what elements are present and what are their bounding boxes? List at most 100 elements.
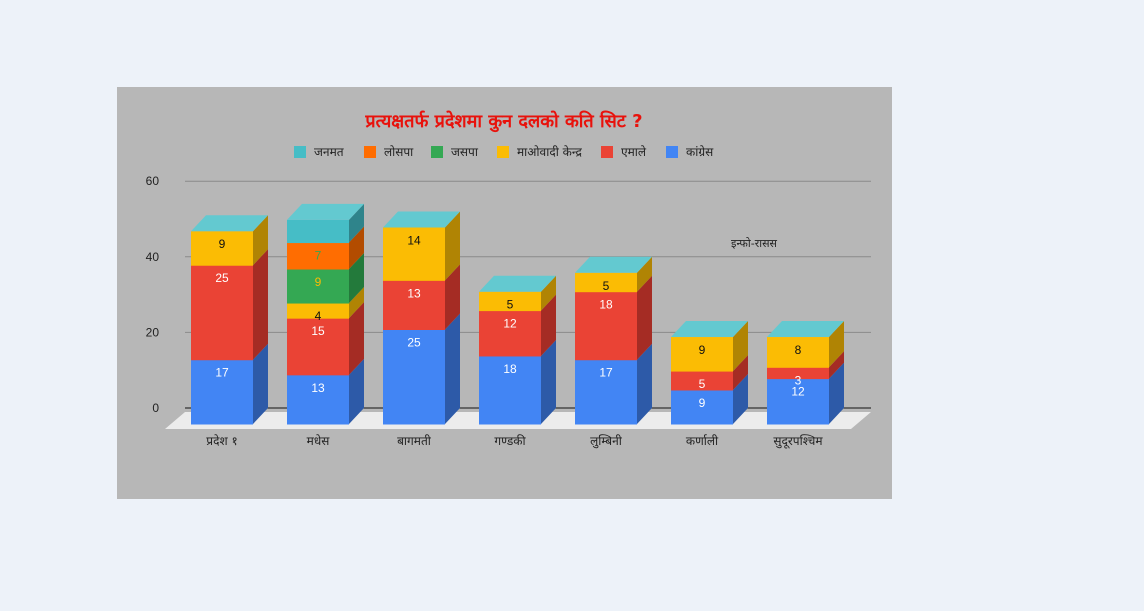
bar-segment-side: [445, 313, 460, 424]
bar-segment[interactable]: [287, 374, 349, 425]
bar-segment[interactable]: [575, 359, 637, 425]
bar-segment[interactable]: [287, 318, 349, 376]
bar-segment[interactable]: [479, 310, 541, 357]
bar-segment-side: [829, 351, 844, 379]
bar-segment-side: [637, 275, 652, 360]
data-label: 4: [315, 309, 322, 323]
data-label: 12: [503, 317, 517, 331]
data-label: 5: [507, 298, 514, 312]
bar-segment-side: [253, 215, 268, 266]
bar-segment[interactable]: [383, 329, 445, 425]
legend-swatch: [364, 146, 376, 158]
x-axis-label: प्रदेश १: [206, 434, 237, 448]
bar-segment[interactable]: [191, 359, 253, 425]
legend-label: एमाले: [621, 145, 647, 159]
bar-segment[interactable]: [575, 291, 637, 361]
bar-segment[interactable]: [287, 269, 349, 304]
bar-stack[interactable]: 123 8: [767, 321, 844, 425]
data-label: 25: [407, 336, 421, 350]
legend-item[interactable]: कांग्रेस: [666, 145, 714, 159]
bar-segment-side: [733, 321, 748, 372]
data-label: 7: [315, 249, 322, 263]
data-label: 13: [311, 381, 325, 395]
bar-segment[interactable]: [191, 231, 253, 266]
legend-item[interactable]: एमाले: [601, 145, 647, 159]
data-label: 17: [599, 366, 613, 380]
bar-segment-side: [253, 249, 268, 360]
bar-segment[interactable]: [767, 378, 829, 425]
bar-segment-side: [349, 203, 364, 243]
legend-item[interactable]: लोसपा: [364, 145, 414, 159]
y-tick-label: 0: [152, 401, 159, 415]
legend-label: जनमत: [314, 145, 345, 159]
bar-segment[interactable]: [575, 272, 637, 293]
data-label: 13: [407, 286, 421, 300]
bar-segment-side: [541, 294, 556, 356]
bar-segment-side: [349, 226, 364, 270]
legend-label: माओवादी केन्द्र: [517, 145, 583, 159]
legend-item[interactable]: जसपा: [431, 145, 479, 159]
bar-stack[interactable]: 17 18 5: [575, 256, 652, 425]
data-label: 17: [215, 366, 229, 380]
bar-segment-side: [637, 343, 652, 424]
bar-segment-side: [541, 339, 556, 424]
legend-label: लोसपा: [384, 145, 414, 159]
legend-item[interactable]: माओवादी केन्द्र: [497, 145, 583, 159]
bar-segment[interactable]: [767, 367, 829, 380]
data-label: 8: [795, 343, 802, 357]
x-axis-label: गण्डकी: [494, 434, 526, 448]
bar-segment-side: [733, 373, 748, 424]
bar-segment[interactable]: [287, 303, 349, 319]
bar-stack[interactable]: 13 154 9 7: [287, 203, 364, 425]
bar-stack[interactable]: 25 13 14: [383, 211, 460, 425]
bar-segment[interactable]: [479, 291, 541, 312]
data-label: 9: [699, 396, 706, 410]
data-label: 14: [407, 233, 421, 247]
x-axis-label: बागमती: [397, 434, 432, 448]
source-annotation: इन्फो-रासस: [731, 237, 777, 250]
legend-label: कांग्रेस: [686, 145, 714, 159]
bar-segment-side: [349, 302, 364, 375]
data-label: 18: [503, 362, 517, 376]
legend-swatch: [666, 146, 678, 158]
y-tick-label: 60: [146, 174, 160, 188]
bar-segment[interactable]: [671, 337, 733, 372]
bar-stack[interactable]: 9 5 9: [671, 321, 748, 425]
bar-segment[interactable]: [767, 337, 829, 368]
bar-top-face: [383, 211, 460, 228]
bar-segment-side: [445, 211, 460, 281]
x-axis-labels: प्रदेश १ मधेस बागमती गण्डकी लुम्बिनी कर्णाली स…: [206, 434, 823, 449]
bar-stack[interactable]: 18 12 5: [479, 275, 556, 425]
bar-segment[interactable]: [191, 265, 253, 361]
bar-segment[interactable]: [383, 280, 445, 330]
stacked-bar-chart: प्रत्यक्षतर्फ प्रदेशमा कुन दलको कति सिट …: [146, 110, 871, 449]
data-label: 9: [699, 343, 706, 357]
data-label: 15: [311, 324, 325, 338]
bar-segment-side: [733, 355, 748, 390]
bar-segment[interactable]: [383, 227, 445, 281]
bar-segment[interactable]: [671, 371, 733, 391]
legend-item[interactable]: जनमत: [294, 145, 345, 159]
bar-top-face: [767, 321, 844, 338]
chart-title: प्रत्यक्षतर्फ प्रदेशमा कुन दलको कति सिट …: [364, 110, 642, 133]
bar-segment-side: [829, 321, 844, 368]
bar-segment-side: [253, 343, 268, 424]
bar-segment-side: [541, 275, 556, 311]
bar-segment[interactable]: [479, 355, 541, 425]
bar-segment[interactable]: [287, 242, 349, 270]
bar-segment-side: [349, 358, 364, 424]
bar-segment[interactable]: [671, 389, 733, 425]
bar-segment-side: [637, 256, 652, 292]
bar-stack[interactable]: 17 25 9: [191, 215, 268, 425]
data-label: 5: [699, 377, 706, 391]
data-label: 18: [599, 298, 613, 312]
data-label: 25: [215, 271, 229, 285]
bar-top-face: [479, 275, 556, 292]
legend-swatch: [497, 146, 509, 158]
chart-panel: प्रत्यक्षतर्फ प्रदेशमा कुन दलको कति सिट …: [117, 87, 892, 499]
data-label: 5: [603, 279, 610, 293]
bar-segment-side: [349, 287, 364, 319]
legend-swatch: [431, 146, 443, 158]
bar-segment[interactable]: [287, 219, 349, 244]
